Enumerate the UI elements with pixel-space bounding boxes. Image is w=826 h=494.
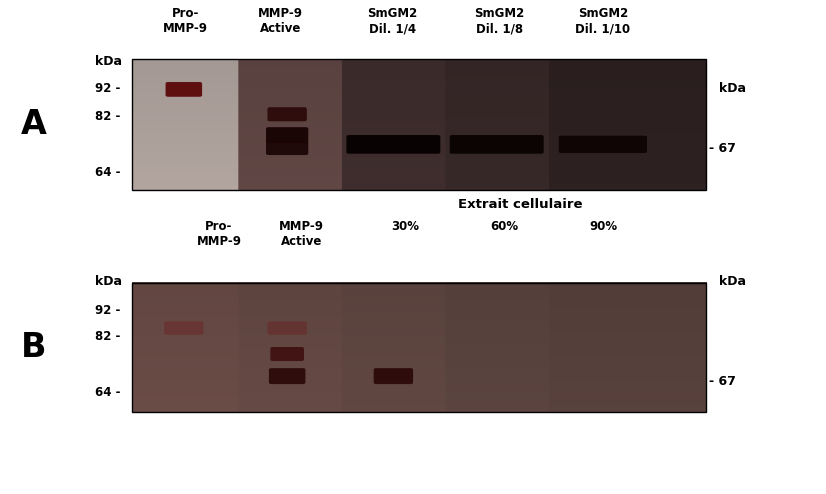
Text: 60%: 60% — [490, 220, 518, 233]
Text: MMP-9
Active: MMP-9 Active — [259, 7, 303, 36]
Text: - 67: - 67 — [709, 142, 736, 155]
FancyBboxPatch shape — [164, 322, 203, 335]
Text: kDa: kDa — [719, 275, 746, 288]
Text: SmGM2
Dil. 1/10: SmGM2 Dil. 1/10 — [576, 7, 630, 36]
Text: 64 -: 64 - — [95, 166, 121, 179]
Text: 92 -: 92 - — [95, 82, 121, 95]
Text: - 67: - 67 — [709, 375, 736, 388]
Text: 82 -: 82 - — [95, 110, 121, 123]
FancyBboxPatch shape — [266, 142, 308, 155]
Bar — [132, 283, 706, 412]
FancyBboxPatch shape — [266, 127, 308, 143]
Text: Pro-
MMP-9: Pro- MMP-9 — [197, 220, 241, 248]
Text: 90%: 90% — [589, 220, 617, 233]
FancyBboxPatch shape — [165, 82, 202, 97]
Text: SmGM2
Dil. 1/8: SmGM2 Dil. 1/8 — [475, 7, 525, 36]
FancyBboxPatch shape — [268, 107, 307, 122]
Text: Extrait cellulaire: Extrait cellulaire — [458, 199, 582, 211]
FancyBboxPatch shape — [268, 322, 307, 335]
FancyBboxPatch shape — [270, 347, 304, 361]
FancyBboxPatch shape — [373, 368, 413, 384]
Text: kDa: kDa — [95, 275, 122, 288]
Text: Pro-
MMP-9: Pro- MMP-9 — [164, 7, 208, 36]
Text: 64 -: 64 - — [95, 386, 121, 399]
FancyBboxPatch shape — [449, 135, 544, 154]
Text: B: B — [21, 331, 46, 364]
FancyBboxPatch shape — [269, 368, 306, 384]
Text: 92 -: 92 - — [95, 304, 121, 317]
FancyBboxPatch shape — [346, 135, 440, 154]
Text: kDa: kDa — [719, 82, 746, 95]
Text: A: A — [21, 108, 46, 141]
Text: 82 -: 82 - — [95, 330, 121, 343]
FancyBboxPatch shape — [559, 136, 647, 153]
Text: kDa: kDa — [95, 55, 122, 68]
Text: 30%: 30% — [391, 220, 419, 233]
Bar — [132, 59, 706, 190]
Text: MMP-9
Active: MMP-9 Active — [279, 220, 324, 248]
Text: SmGM2
Dil. 1/4: SmGM2 Dil. 1/4 — [368, 7, 417, 36]
